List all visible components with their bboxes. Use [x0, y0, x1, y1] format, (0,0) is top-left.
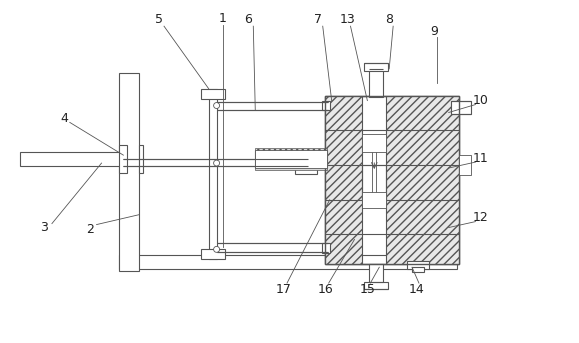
Text: 11: 11 — [472, 152, 488, 165]
Circle shape — [214, 246, 219, 252]
Text: 7: 7 — [314, 13, 322, 26]
Bar — [412, 267, 424, 272]
Bar — [255, 148, 327, 170]
Bar — [201, 89, 225, 98]
Bar — [369, 69, 383, 97]
Bar — [459, 155, 471, 175]
Bar — [364, 63, 388, 71]
Bar — [119, 255, 457, 269]
Bar — [362, 192, 386, 208]
Text: 9: 9 — [430, 25, 438, 38]
Text: 8: 8 — [385, 13, 393, 26]
Text: 2: 2 — [86, 223, 94, 236]
Bar — [325, 96, 362, 130]
Bar — [386, 200, 459, 235]
Bar — [386, 130, 459, 165]
Bar — [325, 200, 362, 235]
Bar — [139, 145, 143, 173]
Text: 16: 16 — [318, 283, 334, 296]
Text: 17: 17 — [276, 283, 292, 296]
Text: 1: 1 — [219, 12, 226, 25]
Bar — [386, 96, 459, 130]
Text: 3: 3 — [40, 221, 48, 234]
Text: 15: 15 — [360, 283, 375, 296]
Bar — [20, 152, 122, 166]
Bar — [255, 150, 327, 168]
Bar — [325, 96, 459, 264]
Bar — [302, 157, 310, 165]
Bar — [119, 73, 139, 271]
Bar — [295, 152, 317, 174]
Bar — [364, 282, 388, 289]
Bar — [322, 244, 329, 253]
Text: 4: 4 — [60, 112, 68, 125]
Bar — [386, 165, 459, 200]
Text: 14: 14 — [409, 283, 425, 296]
Bar — [386, 235, 459, 264]
Text: 6: 6 — [244, 13, 252, 26]
Bar — [119, 145, 127, 173]
Bar — [407, 261, 429, 269]
Bar — [201, 249, 225, 259]
Bar — [362, 165, 386, 200]
Bar — [325, 130, 362, 165]
Bar — [325, 96, 459, 264]
Text: 13: 13 — [340, 13, 356, 26]
Bar — [322, 100, 329, 110]
Text: 10: 10 — [472, 94, 488, 107]
Bar — [255, 150, 327, 168]
Bar — [450, 100, 471, 115]
Circle shape — [214, 160, 219, 166]
Bar — [362, 134, 386, 152]
Bar — [325, 235, 362, 264]
Bar — [208, 89, 217, 259]
Circle shape — [214, 103, 219, 108]
Bar — [369, 264, 383, 284]
Bar — [325, 165, 362, 200]
Text: 12: 12 — [472, 211, 488, 224]
Text: 5: 5 — [155, 13, 163, 26]
